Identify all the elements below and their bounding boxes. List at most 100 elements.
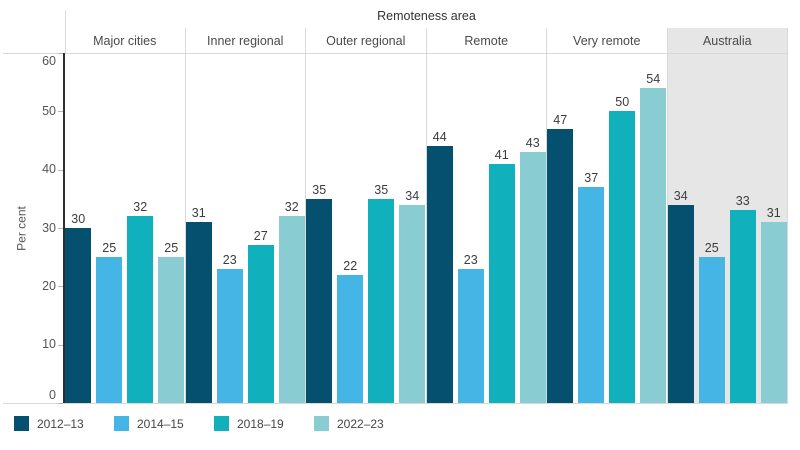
bar-group: 31	[185, 206, 212, 403]
y-tick	[58, 286, 63, 287]
bar	[247, 245, 274, 403]
bar	[698, 257, 725, 403]
bar	[216, 269, 243, 403]
bar-group: 25	[96, 241, 123, 403]
y-tick	[58, 111, 63, 112]
bar	[547, 129, 574, 403]
bar	[158, 257, 185, 403]
bar-group: 25	[158, 241, 185, 403]
bar-value-label: 50	[615, 95, 630, 109]
y-tick-label: 10	[42, 337, 56, 352]
bar-group: 44	[426, 130, 453, 403]
legend-label: 2022–23	[337, 416, 384, 431]
bar-group: 22	[337, 259, 364, 403]
legend-swatch	[14, 416, 29, 431]
bar	[96, 257, 123, 403]
bar-value-label: 35	[374, 183, 389, 197]
bar-group: 50	[609, 95, 636, 403]
legend-swatch	[114, 416, 129, 431]
legend-item: 2018–19	[214, 416, 314, 431]
bar-value-label: 22	[343, 259, 358, 273]
bar-value-label: 41	[494, 148, 509, 162]
bar-group: 34	[667, 189, 694, 403]
bar-group: 54	[640, 72, 667, 403]
column-panel: 44 23 41 43	[426, 54, 547, 403]
legend-item: 2014–15	[114, 416, 214, 431]
y-tick-label: 40	[42, 162, 56, 177]
plot-panels: 30 25 32 25 31 23 27 32 35 22 35 34 44 23 41 43 47 37 50 54…	[65, 54, 788, 403]
bar-value-label: 30	[71, 212, 86, 226]
bar-group: 33	[729, 194, 756, 403]
bar-group: 43	[519, 136, 546, 403]
y-axis-line	[63, 53, 65, 403]
column-header-row: Major cities Inner regional Outer regional…	[65, 28, 788, 54]
bar	[127, 216, 154, 403]
y-tick	[58, 228, 63, 229]
legend-swatch	[314, 416, 329, 431]
y-tick-label: 20	[42, 278, 56, 293]
column-panel: 31 23 27 32	[185, 54, 306, 403]
bar-value-label: 32	[133, 200, 148, 214]
bar-group: 32	[127, 200, 154, 403]
y-tick	[58, 53, 63, 54]
bar-value-label: 34	[673, 189, 688, 203]
bar-group: 31	[760, 206, 787, 403]
bar	[488, 164, 515, 403]
bar	[457, 269, 484, 403]
bar-group: 34	[399, 189, 426, 403]
legend-item: 2012–13	[14, 416, 114, 431]
bar	[667, 205, 694, 403]
bar-group: 47	[547, 113, 574, 403]
bar-value-label: 32	[284, 200, 299, 214]
bar-group: 35	[306, 183, 333, 403]
y-tick	[58, 345, 63, 346]
bar	[337, 275, 364, 403]
y-tick	[58, 403, 63, 404]
column-panel: 34 25 33 31	[667, 54, 788, 403]
bar	[609, 111, 636, 403]
bar-value-label: 25	[704, 241, 719, 255]
bar-group: 25	[698, 241, 725, 403]
bar	[640, 88, 667, 403]
bar-group: 30	[65, 212, 92, 403]
legend-label: 2018–19	[237, 416, 284, 431]
bar-group: 23	[457, 253, 484, 403]
bar-value-label: 31	[191, 206, 206, 220]
column-panel: 35 22 35 34	[306, 54, 427, 403]
column-header: Very remote	[547, 28, 668, 53]
bar	[368, 199, 395, 403]
bar	[306, 199, 333, 403]
bar-value-label: 25	[102, 241, 117, 255]
bar-group: 27	[247, 229, 274, 403]
y-tick-label: 60	[42, 54, 56, 68]
chart-title: Remoteness area	[377, 9, 476, 23]
bar	[519, 152, 546, 403]
bar-group: 37	[578, 171, 605, 403]
bar-value-label: 27	[253, 229, 268, 243]
y-tick-label: 0	[49, 388, 56, 402]
legend-label: 2012–13	[37, 416, 84, 431]
bar-value-label: 33	[735, 194, 750, 208]
y-tick-label: 30	[42, 220, 56, 235]
bar-group: 35	[368, 183, 395, 403]
bar	[578, 187, 605, 403]
bar	[729, 210, 756, 403]
bar	[65, 228, 92, 403]
bar-value-label: 31	[766, 206, 781, 220]
y-tick	[58, 170, 63, 171]
column-panel: 30 25 32 25	[65, 54, 186, 403]
bar	[278, 216, 305, 403]
legend-label: 2014–15	[137, 416, 184, 431]
bar	[426, 146, 453, 403]
column-header: Outer regional	[306, 28, 427, 53]
bar-value-label: 44	[432, 130, 447, 144]
bar-value-label: 34	[405, 189, 420, 203]
bar-group: 32	[278, 200, 305, 403]
y-tick-label: 50	[42, 103, 56, 118]
legend-swatch	[214, 416, 229, 431]
bar	[399, 205, 426, 403]
bar-value-label: 54	[646, 72, 661, 86]
column-header: Remote	[427, 28, 547, 53]
column-header: Inner regional	[186, 28, 306, 53]
